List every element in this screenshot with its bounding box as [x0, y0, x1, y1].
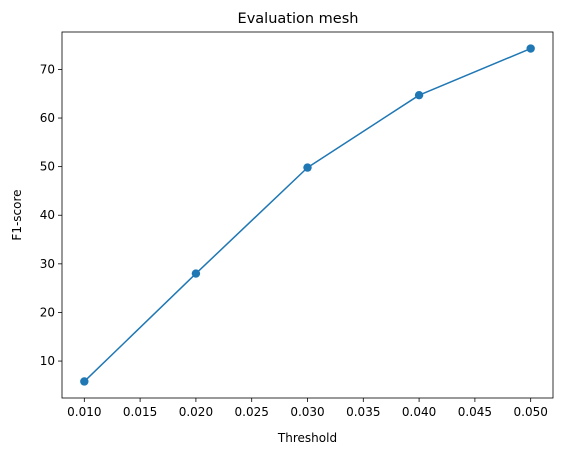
y-tick-label: 70 — [40, 62, 55, 76]
data-point — [80, 377, 89, 386]
y-tick-label: 40 — [40, 208, 55, 222]
y-axis-label: F1-score — [10, 189, 24, 240]
x-axis: 0.010 0.015 0.020 0.025 0.030 0.035 0.040 0.045… — [67, 398, 548, 419]
plot-area: 0.010 0.015 0.020 0.025 0.030 0.035 0.040 0.045… — [40, 31, 554, 419]
x-axis-label: Threshold — [277, 431, 337, 445]
x-tick-label: 0.010 — [67, 405, 101, 419]
x-tick-label: 0.030 — [290, 405, 324, 419]
x-tick-label: 0.035 — [346, 405, 380, 419]
y-tick-label: 10 — [40, 354, 55, 368]
data-point — [414, 90, 424, 100]
data-point — [191, 269, 201, 278]
y-tick-label: 20 — [40, 305, 55, 319]
x-tick-label: 0.015 — [123, 405, 157, 419]
data-point — [526, 44, 535, 53]
x-tick-label: 0.040 — [402, 405, 436, 419]
x-tick-label: 0.020 — [179, 405, 213, 419]
chart-title: Evaluation mesh — [238, 11, 359, 27]
data-point — [303, 163, 312, 172]
x-tick-label: 0.025 — [235, 405, 269, 419]
y-tick-label: 30 — [40, 257, 55, 271]
y-tick-label: 50 — [40, 160, 55, 174]
y-axis: 10 20 30 40 50 60 70 — [40, 62, 62, 368]
x-tick-label: 0.045 — [458, 405, 492, 419]
x-tick-label: 0.050 — [514, 405, 548, 419]
y-tick-label: 60 — [40, 111, 55, 125]
series-layer — [80, 44, 535, 386]
